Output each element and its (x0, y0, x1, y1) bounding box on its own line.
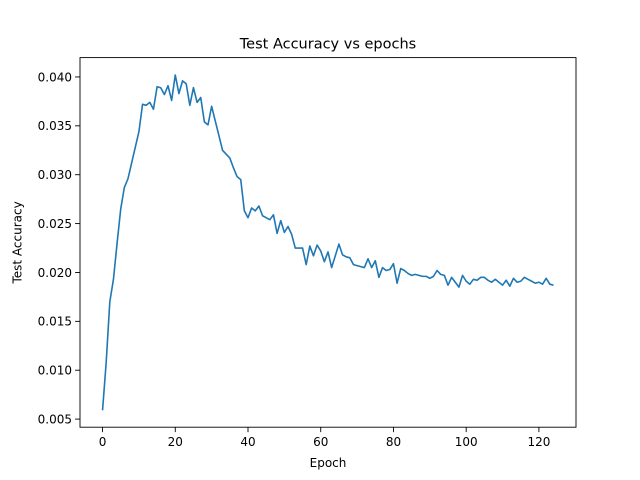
y-axis-label: Test Accuracy (11, 201, 25, 284)
y-tick-label: 0.005 (38, 412, 72, 426)
y-tick-label: 0.020 (38, 266, 72, 280)
x-tick-label: 120 (527, 435, 550, 449)
axis-ticks: 0 20 40 60 80 100 120 0.005 0.010 0.015 0.020 0.025… (38, 70, 551, 449)
y-tick-label: 0.040 (38, 70, 72, 84)
y-tick-label: 0.015 (38, 315, 72, 329)
x-tick-label: 80 (386, 435, 401, 449)
x-tick-label: 100 (455, 435, 478, 449)
x-axis-label: Epoch (310, 456, 347, 470)
x-tick-label: 20 (168, 435, 183, 449)
plot-area-frame (79, 57, 577, 428)
y-tick-label: 0.030 (38, 168, 72, 182)
y-tick-label: 0.010 (38, 364, 72, 378)
x-tick-label: 60 (313, 435, 328, 449)
series-line (101, 74, 554, 411)
y-tick-label: 0.025 (38, 217, 72, 231)
chart-title: Test Accuracy vs epochs (239, 37, 416, 53)
y-tick-label: 0.035 (38, 119, 72, 133)
x-tick-label: 40 (240, 435, 255, 449)
x-tick-label: 0 (99, 435, 107, 449)
